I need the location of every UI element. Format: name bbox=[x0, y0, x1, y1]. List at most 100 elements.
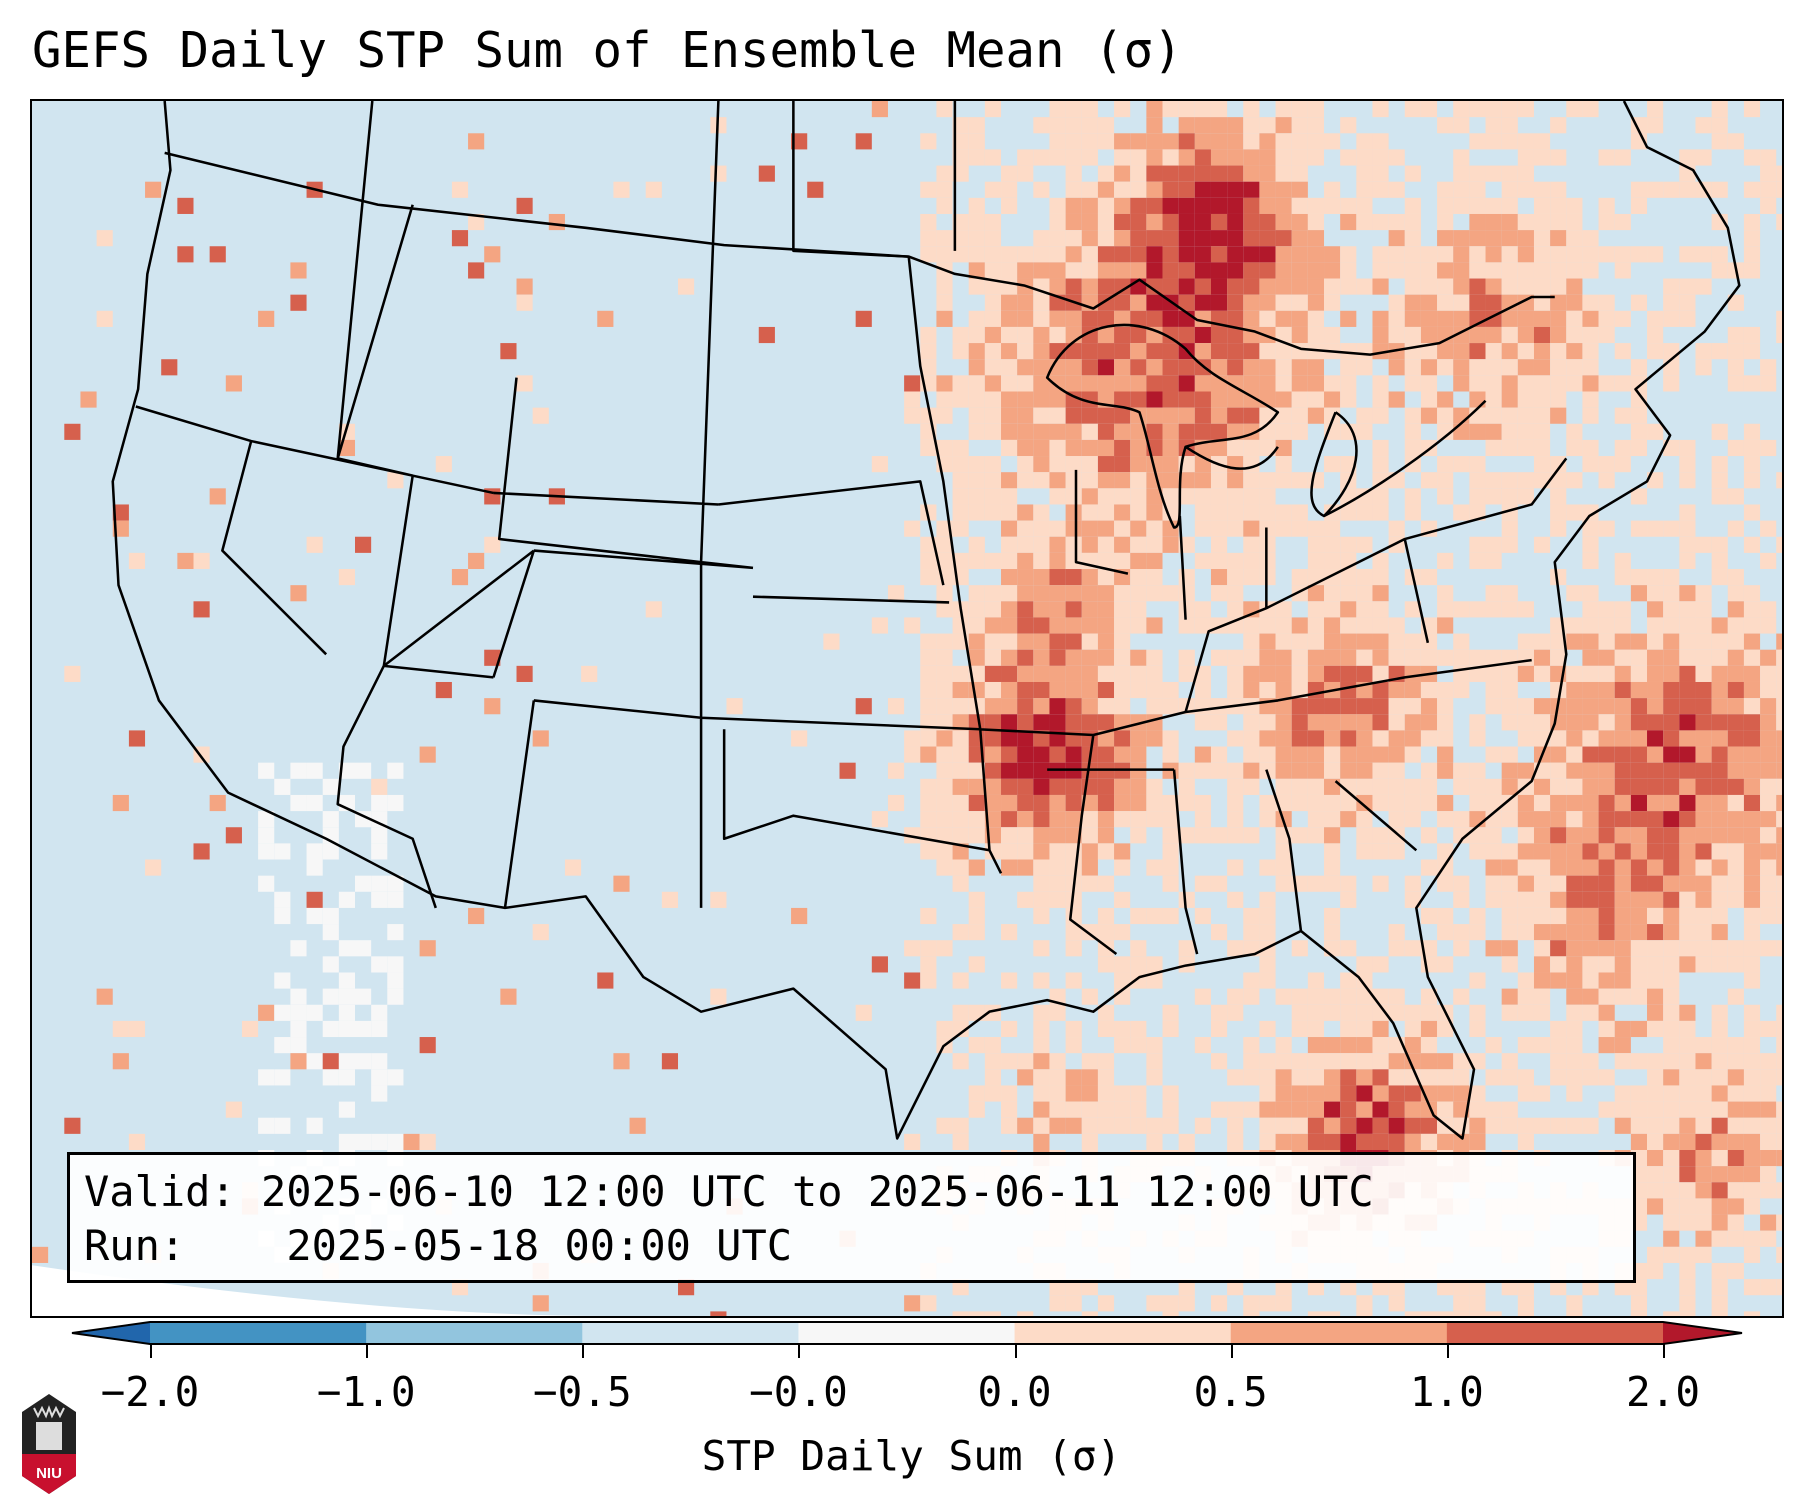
anomaly-cell bbox=[1550, 343, 1567, 360]
anomaly-cell bbox=[1001, 407, 1018, 424]
anomaly-cell bbox=[1291, 230, 1308, 247]
anomaly-cell bbox=[290, 294, 307, 311]
anomaly-cell bbox=[1372, 956, 1389, 973]
anomaly-cell bbox=[451, 230, 469, 247]
anomaly-cell bbox=[1695, 1037, 1712, 1054]
anomaly-cell bbox=[500, 988, 517, 1005]
anomaly-cell bbox=[1727, 1085, 1744, 1102]
anomaly-cell bbox=[274, 778, 291, 795]
anomaly-cell bbox=[1437, 278, 1454, 295]
anomaly-cell bbox=[1114, 778, 1131, 795]
anomaly-cell bbox=[952, 149, 969, 166]
anomaly-cell bbox=[1114, 133, 1131, 150]
anomaly-cell bbox=[1259, 811, 1276, 828]
anomaly-cell bbox=[1162, 1311, 1179, 1316]
anomaly-cell bbox=[1210, 924, 1228, 941]
anomaly-cell bbox=[1566, 794, 1583, 812]
anomaly-cell bbox=[1647, 1069, 1664, 1086]
anomaly-cell bbox=[1227, 197, 1244, 214]
anomaly-cell bbox=[1437, 391, 1454, 408]
anomaly-cell bbox=[1356, 359, 1373, 376]
anomaly-cell bbox=[1776, 1182, 1782, 1199]
anomaly-cell bbox=[1275, 149, 1292, 166]
anomaly-cell bbox=[1259, 375, 1276, 392]
anomaly-cell bbox=[1695, 601, 1712, 618]
anomaly-cell bbox=[984, 1004, 1002, 1021]
anomaly-cell bbox=[1324, 617, 1341, 634]
anomaly-cell bbox=[306, 843, 323, 860]
anomaly-cell bbox=[1695, 617, 1712, 634]
anomaly-cell bbox=[1727, 794, 1744, 812]
anomaly-cell bbox=[1097, 117, 1115, 134]
anomaly-cell bbox=[1517, 133, 1534, 150]
anomaly-cell bbox=[1711, 940, 1728, 957]
anomaly-cell bbox=[1598, 310, 1615, 327]
anomaly-cell bbox=[952, 1053, 969, 1070]
anomaly-cell bbox=[1227, 827, 1244, 844]
anomaly-cell bbox=[1760, 811, 1777, 828]
anomaly-cell bbox=[1291, 714, 1308, 731]
anomaly-cell bbox=[1081, 101, 1098, 118]
anomaly-cell bbox=[1291, 423, 1308, 440]
colorbar-segment bbox=[1230, 1322, 1448, 1344]
anomaly-cell bbox=[1614, 794, 1631, 812]
anomaly-cell bbox=[1033, 246, 1050, 263]
anomaly-cell bbox=[1469, 552, 1486, 570]
valid-label: Valid: bbox=[84, 1167, 236, 1216]
anomaly-cell bbox=[1001, 778, 1018, 795]
anomaly-cell bbox=[1743, 1279, 1761, 1296]
anomaly-cell bbox=[1307, 472, 1325, 489]
anomaly-cell bbox=[338, 988, 356, 1005]
anomaly-cell bbox=[1679, 1133, 1696, 1151]
anomaly-cell bbox=[1630, 1101, 1648, 1118]
anomaly-cell bbox=[936, 536, 953, 553]
anomaly-cell bbox=[1469, 1279, 1486, 1296]
anomaly-cell bbox=[1194, 278, 1211, 295]
anomaly-cell bbox=[1130, 310, 1147, 327]
anomaly-cell bbox=[1647, 1166, 1664, 1183]
anomaly-cell bbox=[1404, 165, 1421, 182]
anomaly-cell bbox=[1275, 1117, 1292, 1134]
anomaly-cell bbox=[1275, 504, 1292, 521]
anomaly-cell bbox=[1324, 1133, 1341, 1151]
anomaly-cell bbox=[1356, 762, 1373, 779]
anomaly-cell bbox=[1259, 262, 1276, 279]
anomaly-cell bbox=[1582, 391, 1599, 408]
anomaly-cell bbox=[1760, 601, 1777, 618]
anomaly-cell bbox=[1227, 133, 1244, 150]
anomaly-cell bbox=[1259, 891, 1276, 908]
anomaly-cell bbox=[1453, 988, 1470, 1005]
anomaly-cell bbox=[1146, 213, 1163, 231]
anomaly-cell bbox=[1533, 262, 1551, 279]
anomaly-cell bbox=[1130, 262, 1147, 279]
anomaly-cell bbox=[1356, 149, 1373, 166]
anomaly-cell bbox=[1727, 294, 1744, 311]
anomaly-cell bbox=[1324, 843, 1341, 860]
anomaly-cell bbox=[1695, 117, 1712, 134]
anomaly-cell bbox=[1356, 1004, 1373, 1021]
anomaly-cell bbox=[904, 972, 921, 989]
anomaly-cell bbox=[1760, 149, 1777, 166]
anomaly-cell bbox=[1695, 681, 1712, 699]
anomaly-cell bbox=[1372, 617, 1389, 634]
anomaly-cell bbox=[1663, 843, 1680, 860]
anomaly-cell bbox=[1081, 262, 1098, 279]
anomaly-cell bbox=[1307, 794, 1325, 812]
anomaly-cell bbox=[1049, 456, 1066, 473]
anomaly-cell bbox=[1727, 359, 1744, 376]
anomaly-cell bbox=[1049, 407, 1066, 424]
anomaly-cell bbox=[1097, 504, 1115, 521]
anomaly-cell bbox=[1582, 633, 1599, 650]
anomaly-cell bbox=[1388, 262, 1405, 279]
colorbar-tick-label: −2.0 bbox=[100, 1368, 200, 1416]
anomaly-cell bbox=[451, 1279, 469, 1296]
anomaly-cell bbox=[1647, 585, 1664, 602]
anomaly-cell bbox=[1760, 181, 1777, 198]
colorbar-tick-label: −1.0 bbox=[316, 1368, 416, 1416]
anomaly-cell bbox=[1178, 391, 1195, 408]
anomaly-cell bbox=[1324, 859, 1341, 876]
anomaly-cell bbox=[1743, 504, 1761, 521]
anomaly-cell bbox=[1743, 1037, 1761, 1054]
anomaly-cell bbox=[1533, 536, 1551, 553]
anomaly-cell bbox=[1469, 972, 1486, 989]
